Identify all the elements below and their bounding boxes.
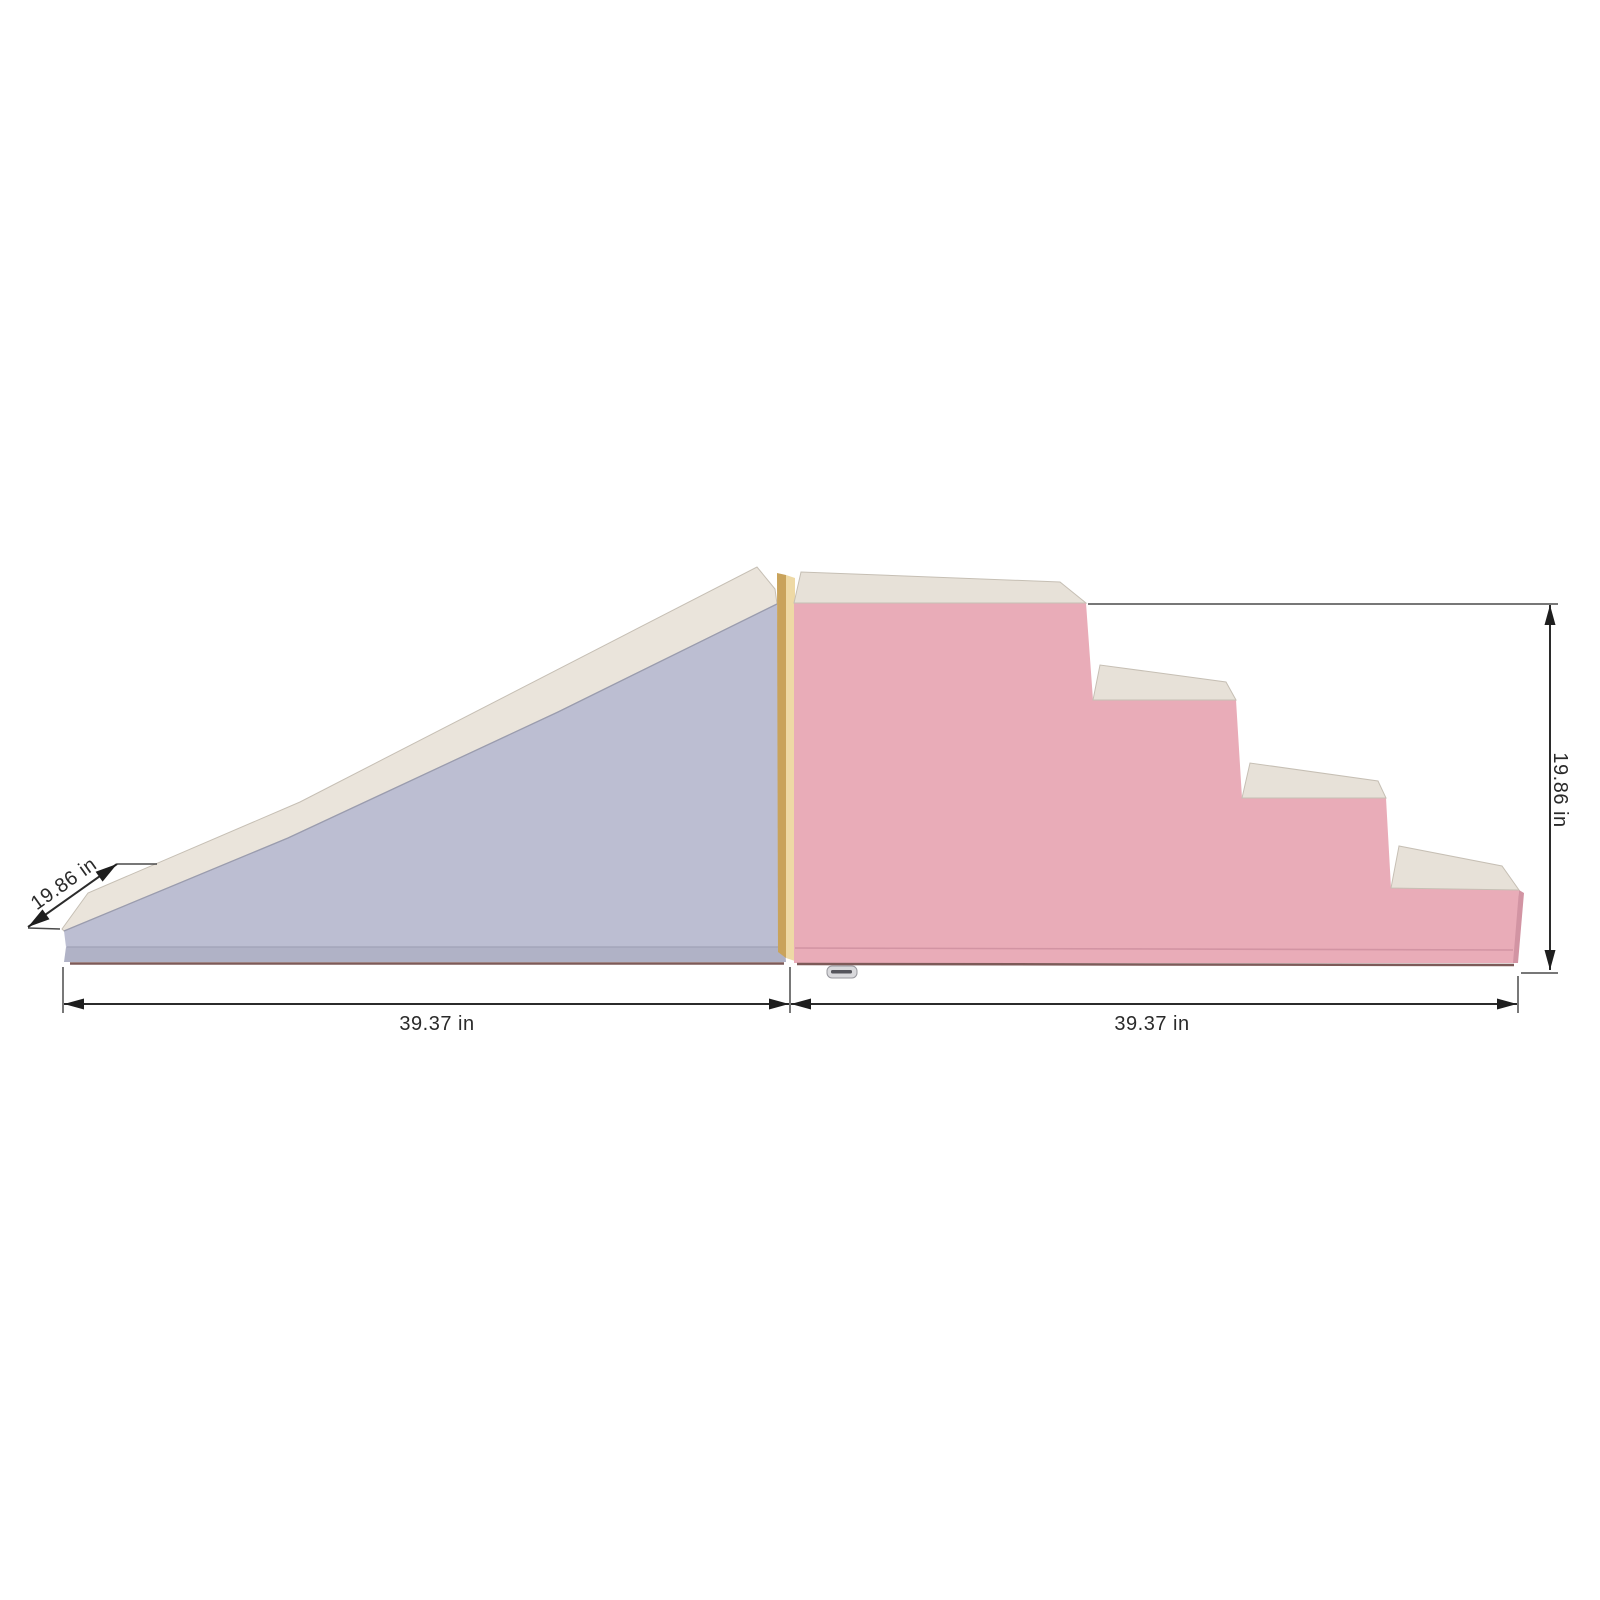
arrowhead-left-icon	[64, 998, 84, 1010]
arrowhead-right-icon	[769, 998, 789, 1010]
stairs-block	[793, 571, 1524, 979]
brand-tag	[826, 965, 858, 979]
stair-tread-top-4	[1390, 845, 1520, 891]
extension-line-depth-lower	[27, 927, 61, 930]
stairs-base-seam	[794, 947, 1514, 951]
stair-tread-top-2	[1092, 664, 1237, 701]
stairs-floor-edge	[796, 962, 1515, 967]
stair-tread-top-3	[1241, 762, 1387, 799]
arrowhead-downleft-icon	[28, 909, 50, 927]
stairs-width-label: 39.37 in	[1114, 1013, 1189, 1035]
slide-side-face	[64, 604, 785, 947]
stairs-front-face	[794, 603, 1519, 963]
height-label: 19.86 in	[1549, 752, 1571, 827]
slide-width-label: 39.37 in	[399, 1013, 474, 1035]
dimension-annotations: 39.37 in 39.37 in 19.86 in 19.86 in	[27, 603, 1571, 1035]
arrowhead-down-icon	[1544, 950, 1556, 970]
slide-wedge	[61, 566, 786, 965]
arrowhead-left-icon	[791, 998, 811, 1010]
arrowhead-right-icon	[1497, 998, 1517, 1010]
stair-tread-top-1	[793, 571, 1088, 604]
stairs-right-side	[1513, 890, 1524, 963]
arrowhead-up-icon	[1544, 605, 1556, 625]
seam-gap	[777, 573, 795, 961]
seam-gap-dark-strip	[777, 573, 786, 958]
slide-incline-seam	[63, 603, 778, 932]
arrowhead-upright-icon	[95, 864, 117, 882]
brand-tag-print	[831, 970, 852, 974]
seam-gap-light-strip	[786, 575, 795, 961]
slide-base-strip	[64, 947, 786, 962]
